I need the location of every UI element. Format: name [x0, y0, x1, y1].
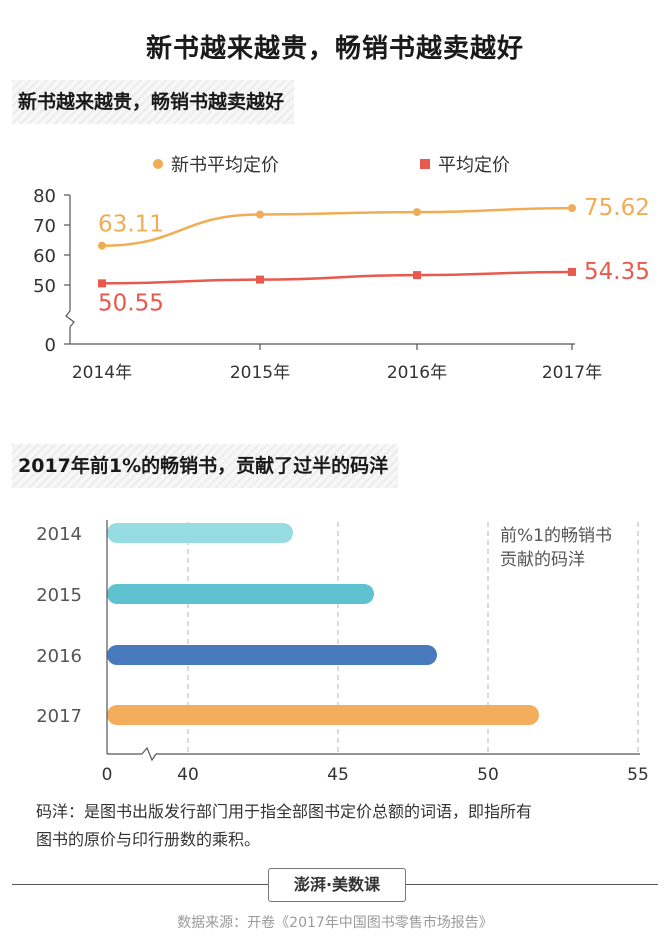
y-category-label: 2014 — [36, 524, 82, 545]
x-tick-label: 2016年 — [387, 363, 447, 383]
data-point — [413, 271, 421, 280]
x-tick-label: 2014年 — [72, 363, 132, 383]
y-tick-label: 70 — [33, 216, 56, 237]
y-tick-label: 60 — [33, 246, 56, 267]
bar-2016 — [107, 645, 437, 665]
bar-2014 — [107, 523, 293, 543]
x-tick-label: 55 — [627, 765, 649, 785]
legend-label: 平均定价 — [438, 155, 510, 176]
data-point — [413, 208, 421, 217]
data-point — [256, 275, 264, 284]
legend-label: 新书平均定价 — [171, 155, 279, 176]
data-label: 63.11 — [98, 212, 164, 238]
line-chart-title: 新书越来越贵，畅销书越卖越好 — [12, 80, 295, 124]
data-label: 50.55 — [98, 290, 164, 316]
x-tick-label: 40 — [177, 765, 199, 785]
y-category-label: 2016 — [36, 646, 82, 667]
footnote-line-1: 码洋：是图书出版发行部门用于指全部图书定价总额的词语，即指所有 — [36, 802, 533, 821]
x-tick-label: 2015年 — [230, 363, 290, 383]
legend-marker-new-book-price — [153, 159, 163, 169]
y-axis-break — [65, 310, 75, 328]
y-category-label: 2017 — [36, 706, 82, 727]
bar-2017 — [107, 705, 539, 725]
y-tick-label: 0 — [45, 335, 56, 356]
price-line-chart: 新书平均定价 平均定价 80 70 60 50 0 2014年 2015年 2016年 2017年… — [33, 155, 650, 383]
data-point — [568, 267, 576, 276]
x-tick-label: 0 — [102, 765, 113, 785]
y-category-label: 2015 — [36, 585, 82, 606]
data-point — [256, 210, 264, 219]
data-label: 54.35 — [584, 259, 650, 285]
line-new-book-price — [101, 206, 573, 247]
y-tick-label: 50 — [33, 276, 56, 297]
x-tick-label: 2017年 — [542, 363, 602, 383]
data-point — [98, 279, 106, 288]
annotation-text: 贡献的码洋 — [500, 550, 585, 570]
bar-chart-title: 2017年前1%的畅销书，贡献了过半的码洋 — [12, 444, 399, 488]
page-title: 新书越来越贵，畅销书越卖越好 — [145, 34, 524, 64]
source-note: 数据来源：开卷《2017年中国图书零售市场报告》 — [177, 915, 493, 931]
brand-logo: 澎湃·美数课 — [268, 868, 406, 902]
line-average-price — [101, 270, 573, 285]
data-point — [568, 204, 576, 213]
bar-2015 — [107, 584, 374, 604]
legend-marker-average-price — [420, 159, 430, 169]
data-label: 75.62 — [584, 195, 650, 221]
x-tick-label: 50 — [477, 765, 499, 785]
data-point — [98, 241, 106, 250]
footnote-line-2: 图书的原价与印行册数的乘积。 — [36, 830, 261, 849]
y-tick-label: 80 — [33, 186, 56, 207]
annotation-text: 前%1的畅销书 — [500, 526, 612, 546]
footnote: 码洋：是图书出版发行部门用于指全部图书定价总额的词语，即指所有 图书的原价与印行… — [36, 798, 646, 854]
x-axis-break — [141, 746, 157, 762]
annotation-bg — [494, 520, 634, 576]
x-tick-label: 45 — [327, 765, 349, 785]
